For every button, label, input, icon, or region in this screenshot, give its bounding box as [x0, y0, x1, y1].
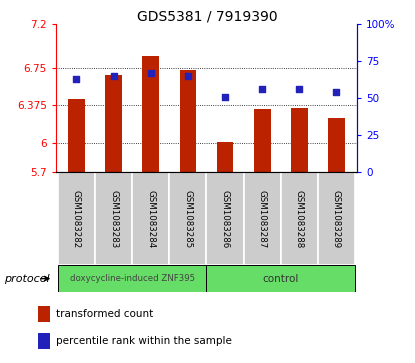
Bar: [328, 118, 345, 172]
Text: GDS5381 / 7919390: GDS5381 / 7919390: [137, 9, 278, 23]
Point: [333, 89, 340, 95]
Bar: [169, 172, 206, 265]
Point: [296, 86, 303, 92]
Bar: [68, 99, 85, 172]
Bar: [105, 75, 122, 172]
Text: control: control: [263, 274, 299, 284]
Point: [147, 70, 154, 76]
Text: GSM1083285: GSM1083285: [183, 189, 193, 248]
Text: GSM1083289: GSM1083289: [332, 189, 341, 248]
Bar: [291, 108, 308, 172]
Text: GSM1083288: GSM1083288: [295, 189, 304, 248]
Text: doxycycline-induced ZNF395: doxycycline-induced ZNF395: [70, 274, 195, 283]
Bar: [39, 333, 50, 349]
Bar: [95, 172, 132, 265]
Bar: [244, 172, 281, 265]
Text: GSM1083283: GSM1083283: [109, 189, 118, 248]
Text: GSM1083286: GSM1083286: [220, 189, 229, 248]
Bar: [39, 306, 50, 322]
Point: [73, 76, 80, 82]
Text: percentile rank within the sample: percentile rank within the sample: [56, 336, 232, 346]
Bar: [58, 265, 207, 292]
Bar: [207, 172, 244, 265]
Bar: [207, 265, 355, 292]
Point: [222, 94, 228, 99]
Text: protocol: protocol: [4, 274, 50, 284]
Bar: [254, 109, 271, 172]
Bar: [58, 172, 95, 265]
Text: GSM1083287: GSM1083287: [258, 189, 267, 248]
Text: GSM1083284: GSM1083284: [146, 189, 155, 248]
Bar: [142, 56, 159, 172]
Text: GSM1083282: GSM1083282: [72, 189, 81, 248]
Point: [259, 86, 266, 92]
Bar: [281, 172, 318, 265]
Text: transformed count: transformed count: [56, 309, 154, 319]
Point: [110, 73, 117, 78]
Bar: [318, 172, 355, 265]
Bar: [132, 172, 169, 265]
Bar: [217, 142, 233, 172]
Bar: [180, 70, 196, 172]
Point: [185, 73, 191, 78]
